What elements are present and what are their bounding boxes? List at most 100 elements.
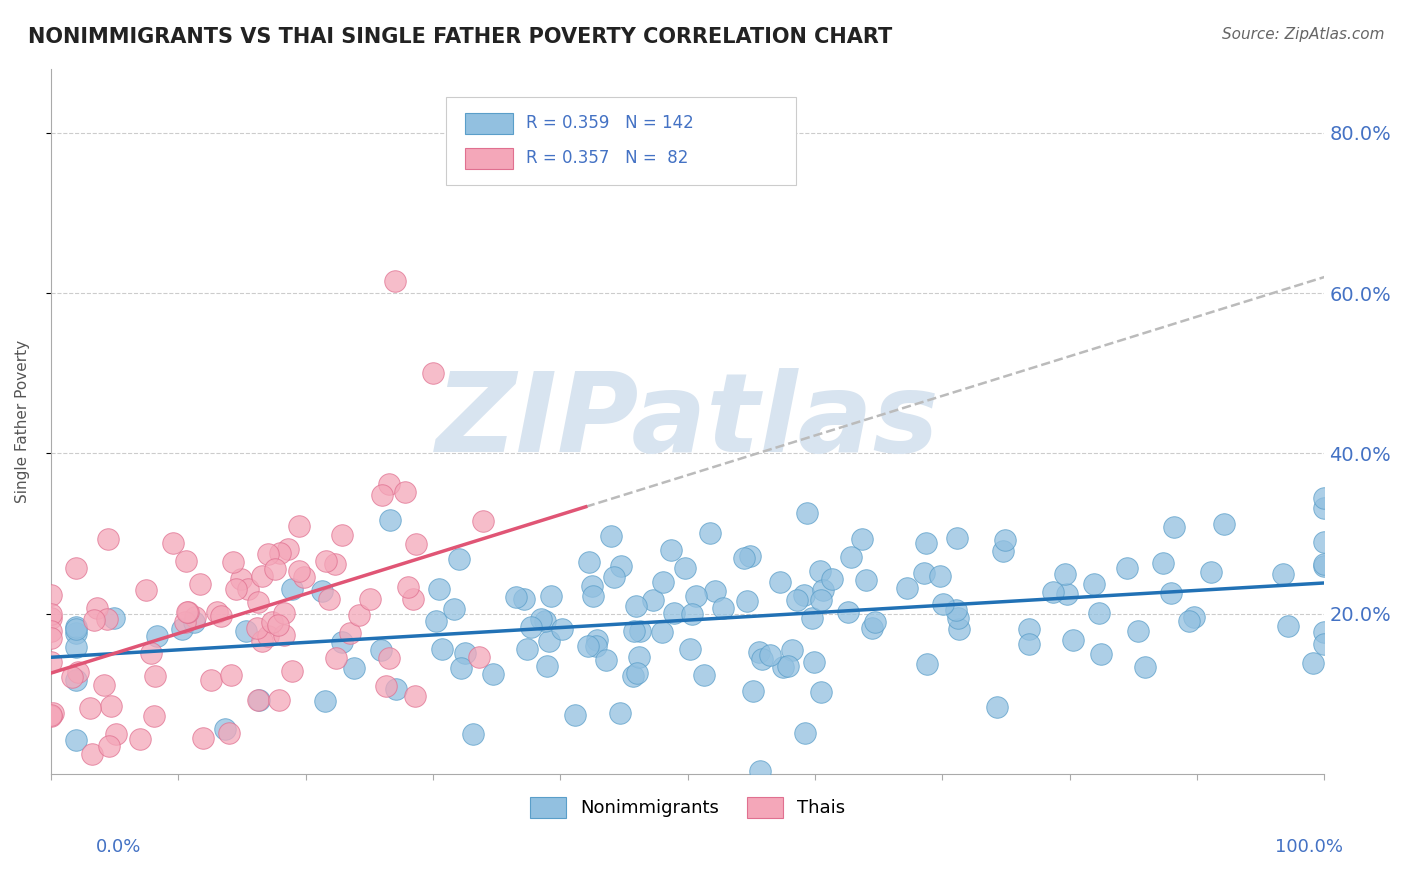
Point (375, 679, 398, 693)
Point (174, 554, 197, 568)
Point (219, 668, 242, 682)
Point (994, 533, 1017, 547)
FancyBboxPatch shape (446, 96, 796, 185)
Point (520, 620, 543, 634)
Text: NONIMMIGRANTS VS THAI SINGLE FATHER POVERTY CORRELATION CHART: NONIMMIGRANTS VS THAI SINGLE FATHER POVE… (28, 27, 893, 46)
Point (851, 532, 873, 546)
Point (1133, 660, 1156, 674)
Point (359, 592, 381, 607)
Point (225, 582, 247, 596)
Point (1313, 501, 1336, 516)
Point (1199, 565, 1222, 579)
Point (39, 709, 62, 723)
Point (769, 575, 792, 590)
Point (929, 569, 952, 583)
Point (205, 605, 228, 619)
Point (347, 607, 370, 622)
Point (1313, 558, 1336, 573)
Point (443, 602, 465, 616)
Point (603, 570, 626, 584)
Point (733, 551, 755, 566)
Point (209, 609, 232, 624)
Point (250, 634, 273, 648)
Point (427, 582, 450, 596)
Point (1160, 586, 1182, 600)
Point (454, 646, 477, 660)
Point (231, 573, 253, 587)
Point (536, 659, 558, 673)
Point (1083, 576, 1105, 591)
Point (332, 528, 354, 542)
Point (896, 581, 918, 595)
Point (98, 739, 121, 753)
Point (396, 581, 419, 595)
Point (1313, 637, 1336, 651)
Text: R = 0.359   N = 142: R = 0.359 N = 142 (526, 114, 693, 132)
Point (384, 274, 406, 288)
Point (377, 651, 399, 665)
Point (384, 682, 406, 697)
Point (664, 606, 686, 620)
Point (65, 733, 87, 747)
Point (60, 670, 83, 684)
Point (170, 622, 193, 636)
Text: R = 0.357   N =  82: R = 0.357 N = 82 (526, 149, 689, 167)
Text: 100.0%: 100.0% (1275, 838, 1343, 855)
Point (627, 650, 650, 665)
Point (325, 651, 347, 665)
Point (200, 673, 222, 687)
Point (247, 595, 270, 609)
Point (628, 624, 651, 639)
Point (932, 597, 955, 611)
Text: 0.0%: 0.0% (96, 838, 141, 855)
Point (801, 611, 824, 625)
Text: ZIPatlas: ZIPatlas (436, 368, 939, 475)
Point (1042, 585, 1064, 599)
Point (142, 709, 165, 723)
Point (269, 546, 291, 560)
Point (681, 607, 703, 621)
Point (915, 535, 938, 549)
Point (837, 605, 859, 619)
Point (1313, 534, 1336, 549)
Point (1018, 637, 1040, 651)
Point (162, 536, 184, 550)
Point (176, 605, 198, 619)
Point (621, 669, 644, 683)
Point (287, 564, 309, 578)
Point (796, 506, 818, 520)
Point (314, 694, 336, 708)
Point (247, 693, 270, 707)
Point (578, 555, 600, 569)
Point (39, 588, 62, 602)
Point (191, 731, 214, 746)
Point (404, 690, 426, 704)
Point (673, 560, 696, 574)
Point (183, 615, 205, 629)
Point (626, 599, 648, 613)
Legend: Nonimmigrants, Thais: Nonimmigrants, Thais (523, 789, 852, 825)
Point (533, 615, 555, 629)
Point (810, 564, 832, 578)
Point (711, 600, 734, 615)
Point (945, 531, 967, 545)
Point (463, 726, 485, 740)
Point (551, 622, 574, 636)
Point (609, 706, 631, 720)
Point (651, 624, 673, 639)
Point (39, 624, 62, 639)
Point (595, 653, 617, 667)
Point (281, 664, 304, 678)
Point (394, 484, 416, 499)
Point (80, 747, 103, 761)
Point (513, 592, 536, 607)
Point (915, 657, 938, 671)
FancyBboxPatch shape (465, 148, 513, 169)
Point (323, 557, 346, 571)
Point (821, 572, 844, 586)
Point (39, 708, 62, 723)
Point (991, 544, 1014, 558)
Point (65, 640, 87, 655)
Point (810, 593, 832, 607)
Point (1302, 656, 1324, 670)
